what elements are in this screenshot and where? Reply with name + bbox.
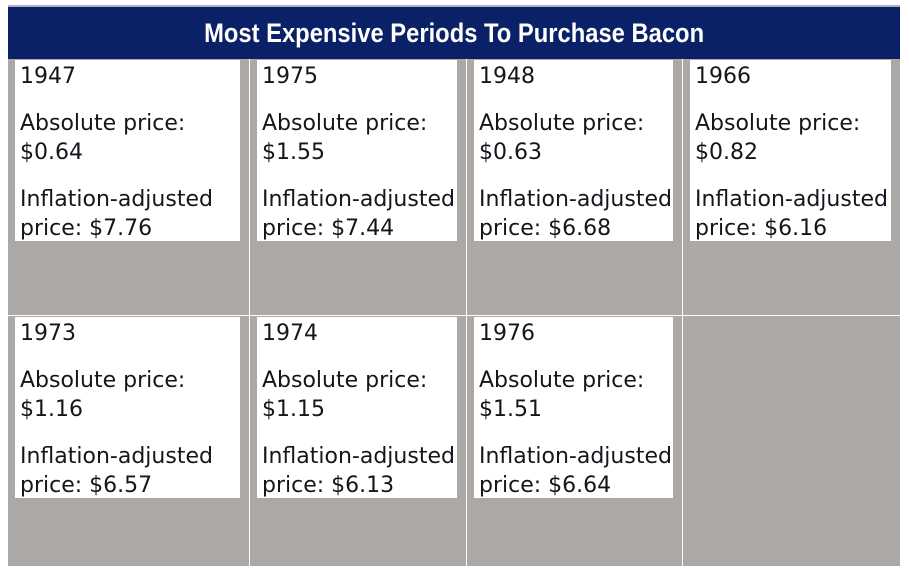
inflation-price-label: Inflation-adjusted [695,187,888,212]
absolute-price-block: Absolute price: $1.55 [262,109,457,167]
absolute-price-value: $0.82 [695,140,758,165]
absolute-price-block: Absolute price: $1.16 [20,366,240,424]
inflation-price-label: Inflation-adjusted [262,444,455,469]
absolute-price-label: Absolute price: [20,368,186,393]
grid-cell: 1948 Absolute price: $0.63 Inflation-adj… [467,59,682,315]
inflation-price-value: price: $6.64 [479,473,612,498]
card-year: 1966 [695,64,751,89]
absolute-price-block: Absolute price: $1.51 [479,366,673,424]
absolute-price-value: $0.64 [20,140,83,165]
grid-cell: 1974 Absolute price: $1.15 Inflation-adj… [250,316,466,566]
absolute-price-value: $1.15 [262,397,325,422]
absolute-price-label: Absolute price: [479,368,645,393]
page-title: Most Expensive Periods To Purchase Bacon [203,17,705,48]
period-card: 1974 Absolute price: $1.15 Inflation-adj… [257,317,457,498]
inflation-price-block: Inflation-adjusted price: $6.13 [262,442,457,500]
absolute-price-block: Absolute price: $1.15 [262,366,457,424]
inflation-price-block: Inflation-adjusted price: $6.68 [479,185,673,243]
absolute-price-block: Absolute price: $0.82 [695,109,891,167]
inflation-price-block: Inflation-adjusted price: $6.57 [20,442,240,500]
inflation-price-label: Inflation-adjusted [262,187,455,212]
absolute-price-label: Absolute price: [695,111,861,136]
period-card: 1947 Absolute price: $0.64 Inflation-adj… [15,60,240,241]
inflation-price-value: price: $6.16 [695,216,828,241]
card-grid: 1947 Absolute price: $0.64 Inflation-adj… [8,59,900,566]
inflation-price-value: price: $7.44 [262,216,395,241]
period-card: 1973 Absolute price: $1.16 Inflation-adj… [15,317,240,498]
card-year: 1975 [262,64,318,89]
inflation-price-block: Inflation-adjusted price: $6.16 [695,185,891,243]
card-year: 1947 [20,64,76,89]
absolute-price-value: $1.16 [20,397,83,422]
inflation-price-block: Inflation-adjusted price: $6.64 [479,442,673,500]
inflation-price-value: price: $6.57 [20,473,153,498]
inflation-price-block: Inflation-adjusted price: $7.76 [20,185,240,243]
inflation-price-block: Inflation-adjusted price: $7.44 [262,185,457,243]
absolute-price-value: $1.51 [479,397,542,422]
inflation-price-label: Inflation-adjusted [479,444,672,469]
inflation-price-label: Inflation-adjusted [479,187,672,212]
card-year: 1948 [479,64,535,89]
title-bar: Most Expensive Periods To Purchase Bacon [8,7,900,59]
inflation-price-value: price: $7.76 [20,216,153,241]
bacon-price-infographic: Most Expensive Periods To Purchase Bacon… [8,5,900,566]
absolute-price-label: Absolute price: [20,111,186,136]
absolute-price-label: Absolute price: [262,368,428,393]
grid-cell: 1966 Absolute price: $0.82 Inflation-adj… [683,59,900,315]
absolute-price-block: Absolute price: $0.63 [479,109,673,167]
inflation-price-value: price: $6.13 [262,473,395,498]
absolute-price-block: Absolute price: $0.64 [20,109,240,167]
absolute-price-label: Absolute price: [262,111,428,136]
card-year: 1976 [479,321,535,346]
grid-cell-empty [683,316,900,566]
absolute-price-label: Absolute price: [479,111,645,136]
grid-cell: 1976 Absolute price: $1.51 Inflation-adj… [467,316,682,566]
period-card: 1975 Absolute price: $1.55 Inflation-adj… [257,60,457,241]
inflation-price-label: Inflation-adjusted [20,444,213,469]
grid-cell: 1973 Absolute price: $1.16 Inflation-adj… [8,316,249,566]
inflation-price-label: Inflation-adjusted [20,187,213,212]
card-year: 1973 [20,321,76,346]
grid-cell: 1947 Absolute price: $0.64 Inflation-adj… [8,59,249,315]
period-card: 1948 Absolute price: $0.63 Inflation-adj… [474,60,673,241]
absolute-price-value: $1.55 [262,140,325,165]
card-year: 1974 [262,321,318,346]
grid-cell: 1975 Absolute price: $1.55 Inflation-adj… [250,59,466,315]
period-card: 1966 Absolute price: $0.82 Inflation-adj… [690,60,891,241]
period-card: 1976 Absolute price: $1.51 Inflation-adj… [474,317,673,498]
absolute-price-value: $0.63 [479,140,542,165]
inflation-price-value: price: $6.68 [479,216,612,241]
